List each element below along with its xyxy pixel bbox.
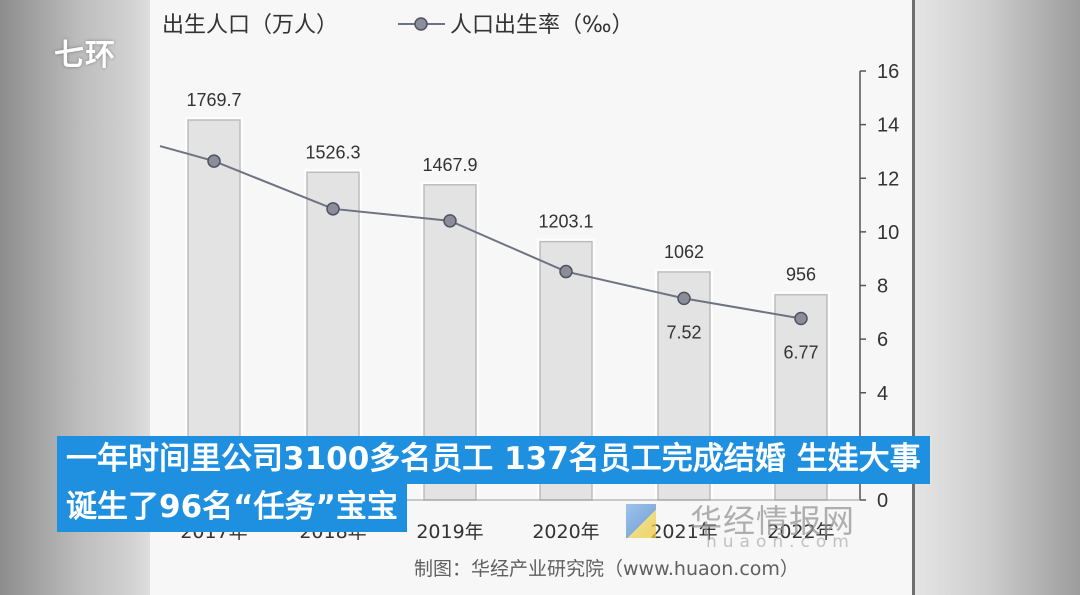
birth-rate-point-5 <box>794 311 808 326</box>
chart-credit: 制图：华经产业研究院（www.huaon.com） <box>414 558 799 580</box>
right-y-tick-label: 14 <box>877 115 899 137</box>
line-value-label: 7.52 <box>666 322 701 342</box>
legend-line-marker <box>414 17 428 31</box>
right-y-tick-label: 8 <box>877 276 888 298</box>
watermark-url: huaon.com <box>706 532 855 552</box>
right-y-tick-label: 6 <box>877 329 888 351</box>
subtitle-line-2: 诞生了96名“任务”宝宝 <box>57 484 407 532</box>
birth-rate-point-4 <box>677 291 691 306</box>
right-blurred-edge <box>910 0 1080 595</box>
right-y-tick-label: 4 <box>877 383 888 405</box>
legend-bar-series-label: 出生人口（万人） <box>162 13 338 38</box>
x-tick-label: 2021年 <box>650 521 717 543</box>
bar-value-label: 956 <box>786 265 816 285</box>
right-y-tick-label: 12 <box>877 168 899 190</box>
x-tick-label: 2022年 <box>767 521 834 543</box>
subtitle-line-1: 一年时间里公司3100多名员工 137名员工完成结婚 生娃大事 <box>57 436 930 484</box>
birth-rate-point-3 <box>559 264 573 279</box>
bar-value-label: 1062 <box>664 242 704 262</box>
bar-value-label: 1526.3 <box>305 142 360 162</box>
bar-value-label: 1467.9 <box>422 155 477 175</box>
legend-line-series-label: 人口出生率（‰） <box>450 13 634 38</box>
right-y-tick-label: 10 <box>877 222 899 244</box>
x-tick-label: 2020年 <box>532 521 599 543</box>
birth-rate-point-0 <box>207 154 221 168</box>
birth-rate-point-2 <box>443 214 457 228</box>
x-tick-label: 2019年 <box>416 521 483 543</box>
bar-value-label: 1769.7 <box>186 90 241 110</box>
bar-value-label: 1203.1 <box>538 212 593 232</box>
birth-rate-point-1 <box>326 202 340 216</box>
chart-panel-border <box>912 0 915 595</box>
channel-logo: 七环 <box>54 38 116 73</box>
watermark-logo-icon <box>626 504 656 538</box>
watermark-text: 华经情报网 <box>690 502 856 540</box>
right-y-tick-label: 16 <box>877 61 899 83</box>
right-y-tick-label: 0 <box>877 490 888 512</box>
line-value-label: 6.77 <box>783 342 818 362</box>
